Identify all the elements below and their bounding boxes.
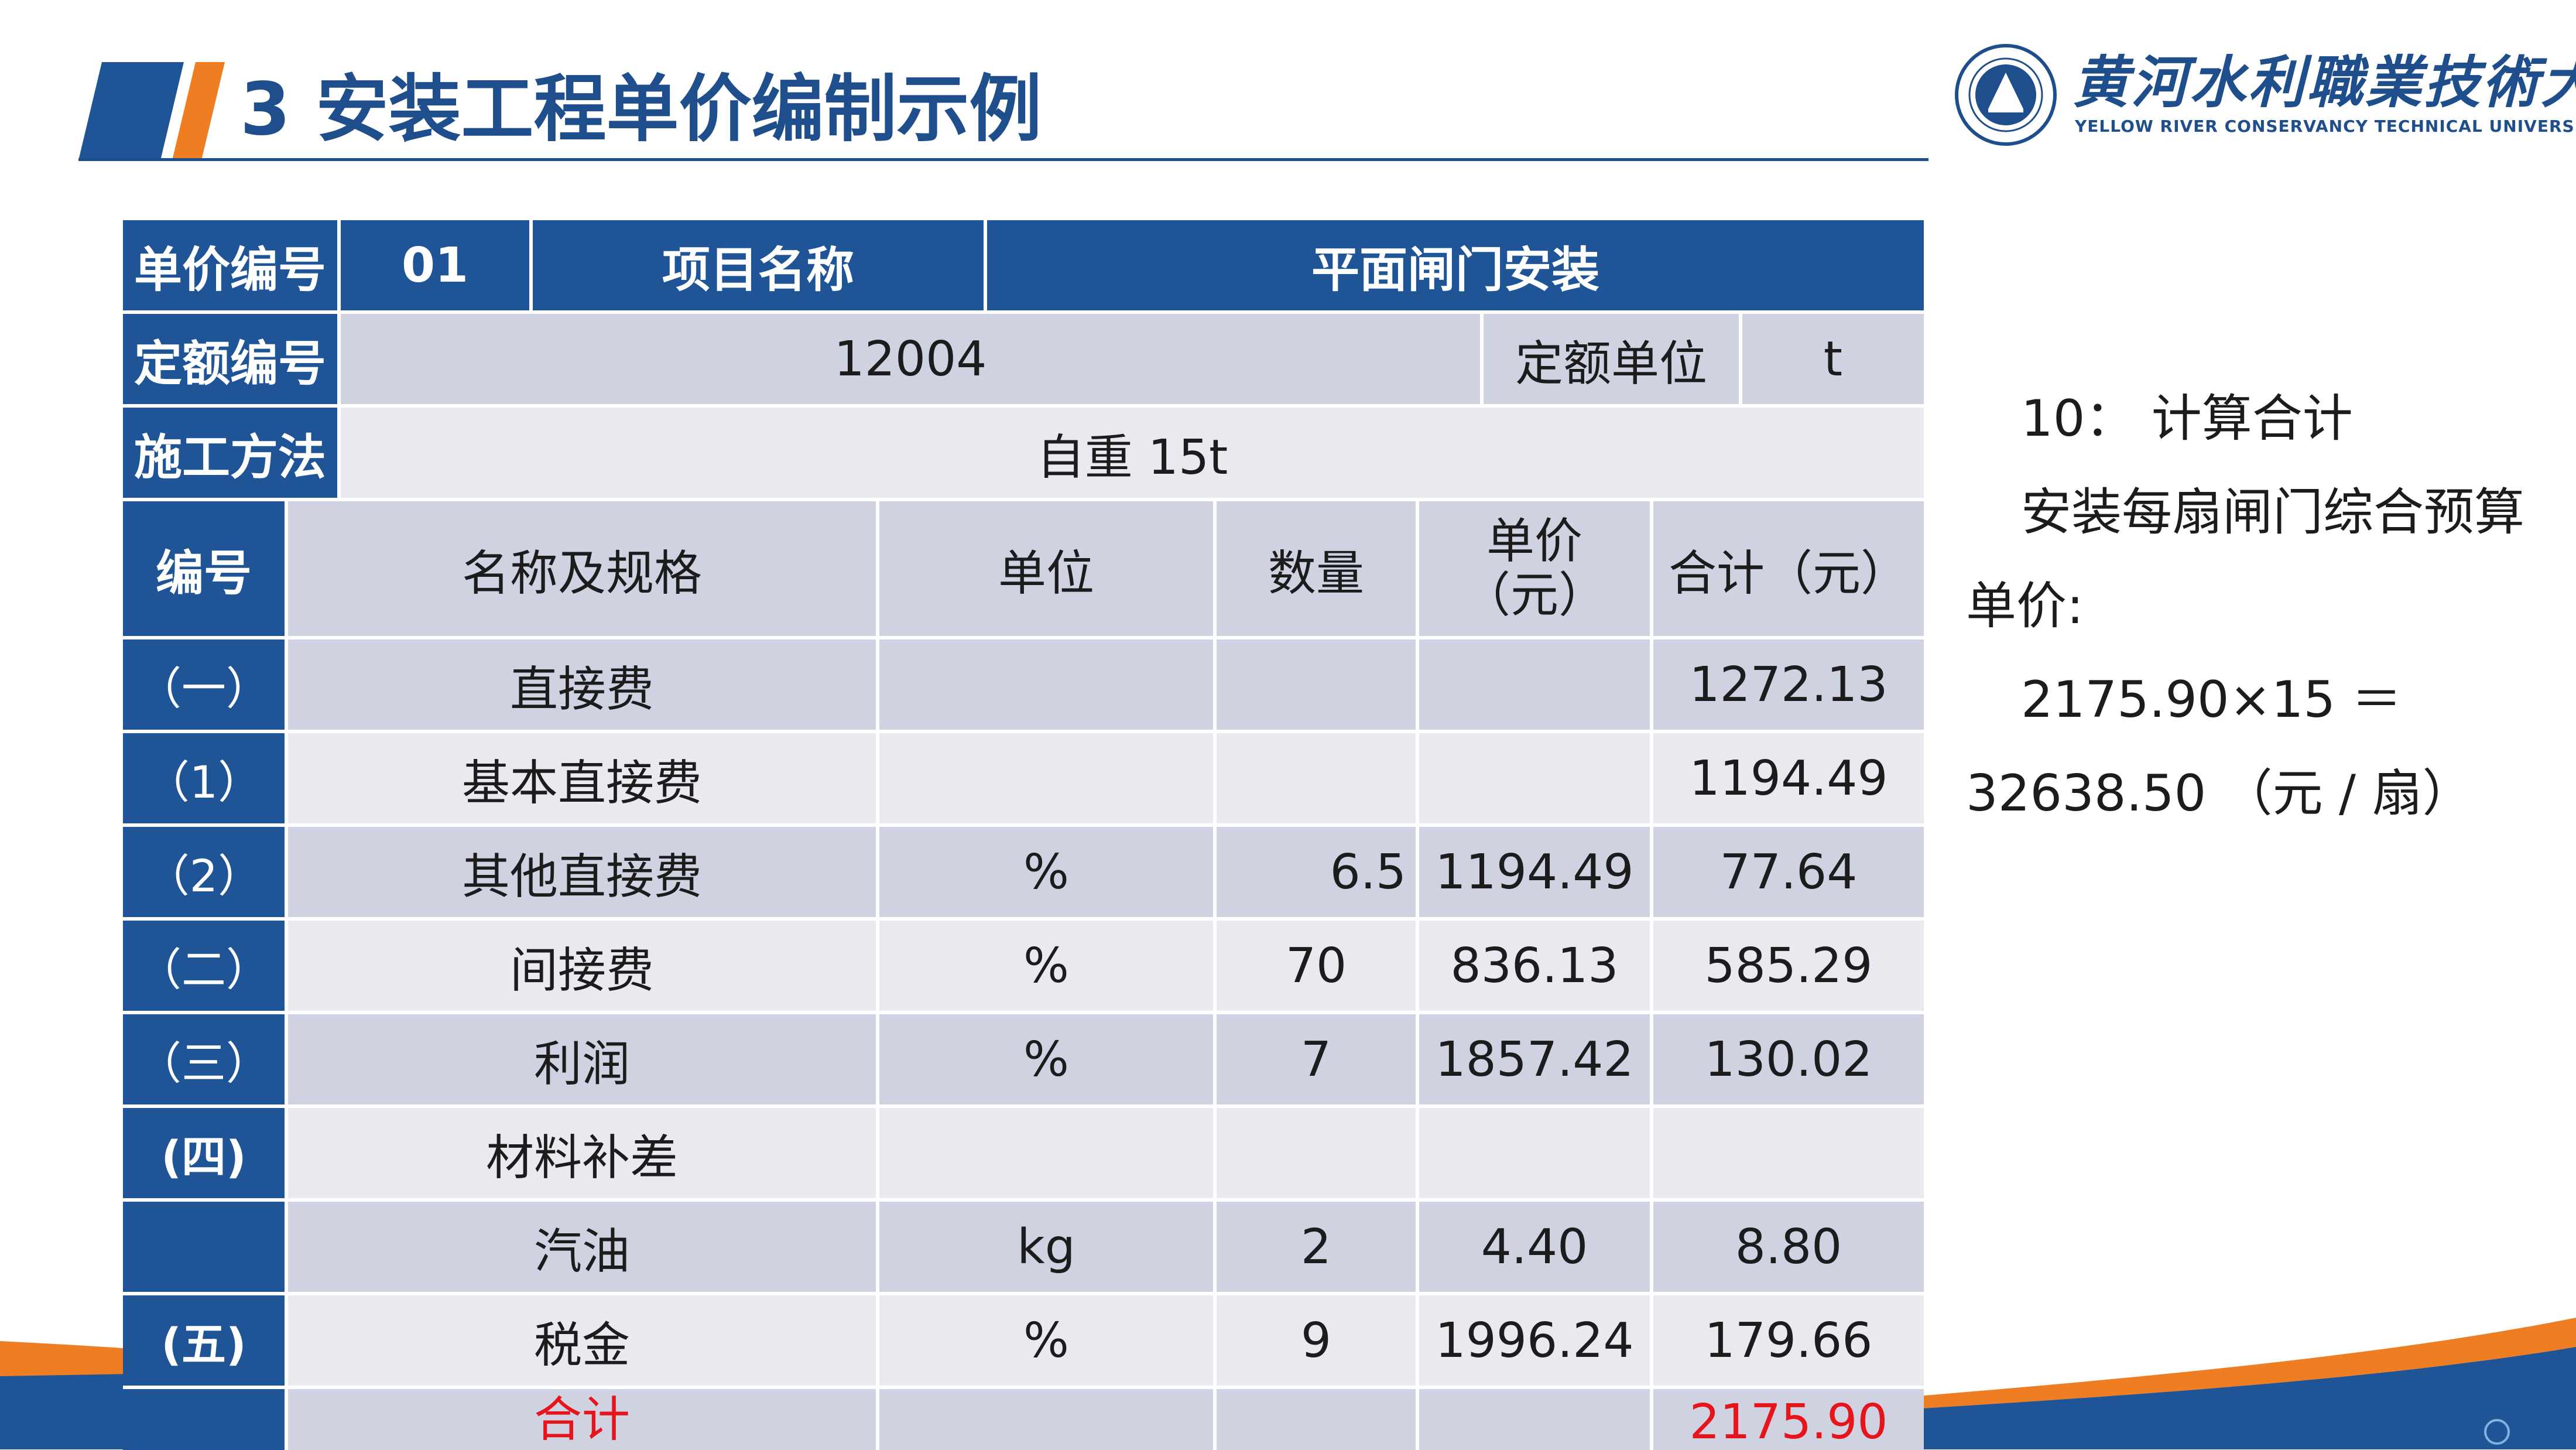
row-name: 其他直接费 [288,827,879,921]
watermark-icon [2484,1419,2510,1445]
row-no: (四) [123,1108,288,1202]
price-no-label: 单价编号 [123,220,341,314]
price-no-value: 01 [341,220,533,314]
university-name-cn: 黄河水利職業技術大學 [2073,49,2576,115]
row-no [123,1202,288,1295]
row-unit: % [879,1014,1217,1108]
row-qty [1217,733,1419,827]
note-result: 32638.50 （元 / 扇） [1966,764,2473,823]
row-total: 2175.90 [1653,1389,1924,1450]
table-row: （三） 利润 % 7 1857.42 130.02 [123,1014,1924,1108]
row-unit [879,1389,1217,1450]
row-no [123,1389,288,1450]
row-total: 77.64 [1653,827,1924,921]
row-no: （二） [123,921,288,1014]
table-row: （一） 直接费 1272.13 [123,639,1924,733]
row-price: 4.40 [1419,1202,1653,1295]
row-name: 合计 [288,1389,879,1450]
row-name: 汽油 [288,1202,879,1295]
row-unit [879,733,1217,827]
header-qty: 数量 [1217,501,1419,639]
row-price: 836.13 [1419,921,1653,1014]
table-row: （二） 间接费 % 70 836.13 585.29 [123,921,1924,1014]
row-qty [1217,1108,1419,1202]
header-no: 编号 [123,501,288,639]
header-price: 单价 （元） [1419,501,1653,639]
table-row: (五) 税金 % 9 1996.24 179.66 [123,1295,1924,1389]
row-qty: 9 [1217,1295,1419,1389]
table-row: 汽油 kg 2 4.40 8.80 [123,1202,1924,1295]
row-no: （一） [123,639,288,733]
row-price: 1996.24 [1419,1295,1653,1389]
university-name-en: YELLOW RIVER CONSERVANCY TECHNICAL UNIVE… [2075,117,2576,136]
row-total: 130.02 [1653,1014,1924,1108]
row-total [1653,1108,1924,1202]
note-description: 安装每扇闸门综合预算 [2021,483,2524,542]
row-no: （三） [123,1014,288,1108]
row-unit: % [879,827,1217,921]
row-price [1419,1108,1653,1202]
header-price-line2: （元） [1462,567,1606,623]
note-step: 10： 计算合计 [2021,389,2353,448]
row-price: 1194.49 [1419,827,1653,921]
row-no: （2） [123,827,288,921]
page-title: 3 安装工程单价编制示例 [240,67,1042,152]
row-no: （1） [123,733,288,827]
row-name: 材料补差 [288,1108,879,1202]
row-name: 直接费 [288,639,879,733]
row-total: 585.29 [1653,921,1924,1014]
method-label: 施工方法 [123,408,341,501]
info-row-quota: 定额编号 12004 定额单位 t [123,314,1924,408]
quota-unit-label: 定额单位 [1484,314,1742,408]
header-unit: 单位 [879,501,1217,639]
header-total: 合计（元） [1653,501,1924,639]
row-qty: 70 [1217,921,1419,1014]
row-name: 基本直接费 [288,733,879,827]
quota-no-label: 定额编号 [123,314,341,408]
row-unit: % [879,921,1217,1014]
row-total: 8.80 [1653,1202,1924,1295]
row-name: 利润 [288,1014,879,1108]
university-logo-icon [1955,44,2057,146]
row-qty: 2 [1217,1202,1419,1295]
row-price: 1857.42 [1419,1014,1653,1108]
row-qty: 7 [1217,1014,1419,1108]
row-total: 1194.49 [1653,733,1924,827]
project-name-label: 项目名称 [533,220,987,314]
note-formula: 2175.90×15 ＝ [2021,671,2402,729]
row-name: 间接费 [288,921,879,1014]
title-accent-bars [78,62,225,160]
row-total: 179.66 [1653,1295,1924,1389]
row-name: 税金 [288,1295,879,1389]
row-unit [879,639,1217,733]
row-price [1419,733,1653,827]
quota-unit-value: t [1742,314,1924,408]
row-qty [1217,1389,1419,1450]
header-price-line1: 单价 [1486,514,1582,569]
row-unit: kg [879,1202,1217,1295]
note-unit-price-label: 单价: [1966,577,2084,635]
row-total: 1272.13 [1653,639,1924,733]
row-qty: 6.5 [1217,827,1419,921]
project-name-value: 平面闸门安装 [987,220,1924,314]
table-row: （2） 其他直接费 % 6.5 1194.49 77.64 [123,827,1924,921]
row-price [1419,1389,1653,1450]
info-row-method: 施工方法 自重 15t [123,408,1924,501]
row-no: (五) [123,1295,288,1389]
row-unit: % [879,1295,1217,1389]
table-header-row: 编号 名称及规格 单位 数量 单价 （元） 合计（元） [123,501,1924,639]
title-underline [78,158,1928,161]
table-row: （1） 基本直接费 1194.49 [123,733,1924,827]
table-row-total: 合计 2175.90 [123,1389,1924,1450]
row-qty [1217,639,1419,733]
header-name: 名称及规格 [288,501,879,639]
row-price [1419,639,1653,733]
table-row: (四) 材料补差 [123,1108,1924,1202]
row-unit [879,1108,1217,1202]
info-row-price-no: 单价编号 01 项目名称 平面闸门安装 [123,220,1924,314]
method-value: 自重 15t [341,408,1924,501]
quota-no-value: 12004 [341,314,1484,408]
